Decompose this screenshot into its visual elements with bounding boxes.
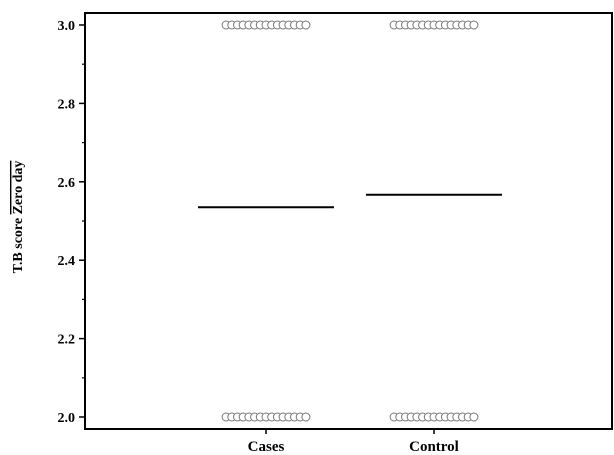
y-tick-label: 2.0 <box>58 411 76 426</box>
y-axis: 2.0 2.2 2.4 2.6 2.8 3.0 <box>58 19 85 426</box>
plot-frame <box>84 12 613 430</box>
data-point <box>301 412 311 422</box>
y-axis-title: T.B score Zero day <box>11 161 26 274</box>
y-tick-label: 3.0 <box>58 19 76 34</box>
y-tick-label: 2.8 <box>58 97 76 112</box>
data-point <box>469 412 479 422</box>
y-tick-label: 2.4 <box>58 254 76 269</box>
y-axis-title-part1: T.B score <box>11 214 26 273</box>
y-tick-label: 2.6 <box>58 176 76 191</box>
data-points <box>221 20 479 422</box>
y-axis-title-part2: Zero day <box>11 161 26 215</box>
y-tick-label: 2.2 <box>58 333 76 348</box>
x-axis: Cases Control <box>248 429 459 455</box>
x-category-label: Cases <box>248 439 285 455</box>
data-point <box>469 20 479 30</box>
data-point <box>301 20 311 30</box>
x-category-label: Control <box>409 439 459 455</box>
mean-lines <box>198 193 502 209</box>
